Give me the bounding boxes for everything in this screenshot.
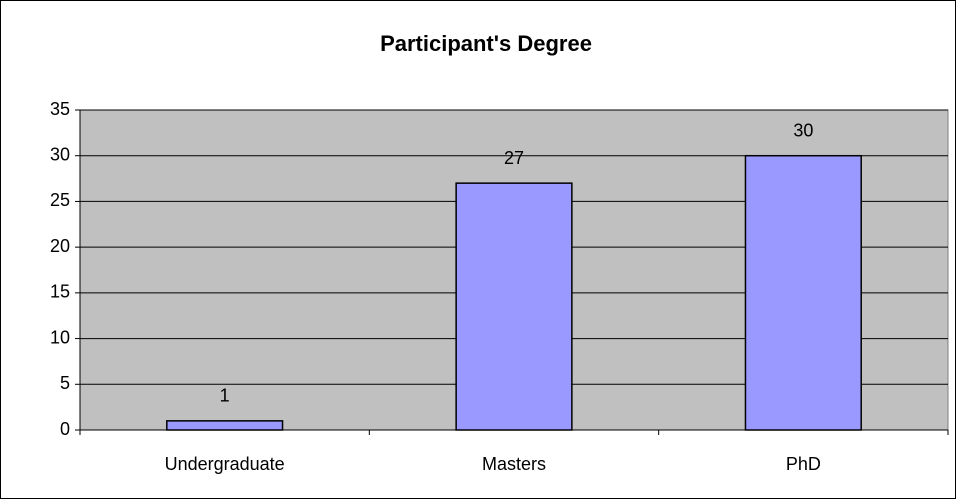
y-tick-label: 25 bbox=[50, 190, 70, 210]
data-label: 30 bbox=[793, 120, 813, 140]
y-tick-label: 20 bbox=[50, 236, 70, 256]
x-tick-label: PhD bbox=[786, 454, 821, 474]
y-tick-label: 10 bbox=[50, 327, 70, 347]
bar bbox=[455, 182, 573, 431]
y-tick-label: 35 bbox=[50, 99, 70, 119]
y-tick-label: 30 bbox=[50, 144, 70, 164]
y-tick-label: 0 bbox=[60, 419, 70, 439]
x-tick-label: Undergraduate bbox=[165, 454, 285, 474]
data-label: 1 bbox=[220, 386, 230, 406]
chart-title: Participant's Degree bbox=[380, 31, 592, 56]
bar bbox=[744, 154, 862, 431]
y-tick-label: 5 bbox=[60, 373, 70, 393]
x-tick-label: Masters bbox=[482, 454, 546, 474]
bar bbox=[166, 420, 284, 431]
y-tick-label: 15 bbox=[50, 282, 70, 302]
data-label: 27 bbox=[504, 148, 524, 168]
